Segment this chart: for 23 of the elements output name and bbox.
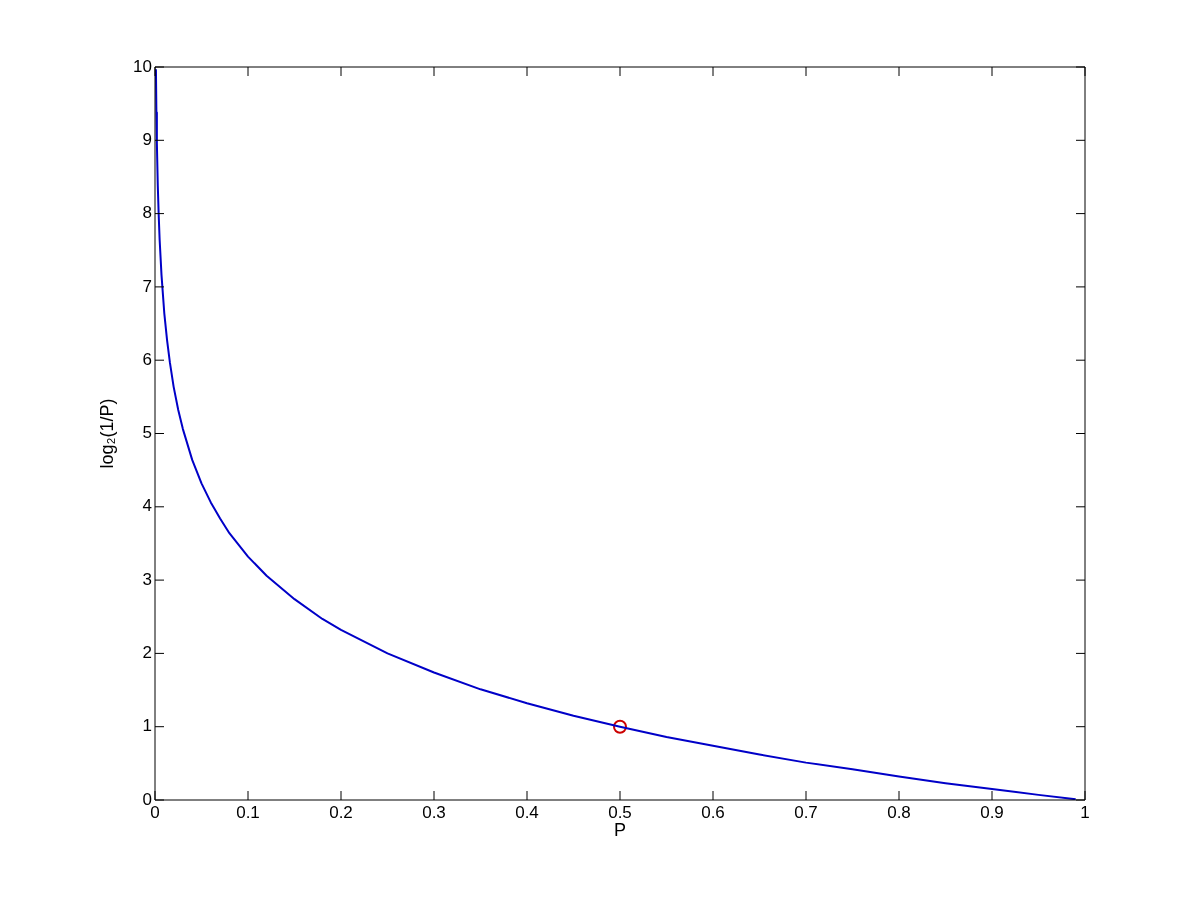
y-tick-label: 2 — [142, 643, 152, 663]
y-tick-label: 1 — [142, 716, 152, 736]
y-tick-label: 4 — [142, 496, 152, 516]
x-tick-label: 0.2 — [329, 802, 353, 822]
y-tick-label: 6 — [142, 349, 152, 369]
y-tick-label: 3 — [142, 569, 152, 589]
y-tick-label: 5 — [142, 423, 152, 443]
x-tick-label: 0.9 — [980, 802, 1004, 822]
x-axis-title: P — [613, 820, 627, 841]
y-tick-label: 9 — [142, 129, 152, 149]
x-tick-label: 0.4 — [515, 802, 539, 822]
x-tick-label: 0.6 — [701, 802, 725, 822]
x-tick-label: 0.7 — [794, 802, 818, 822]
x-tick-label: 0.8 — [887, 802, 911, 822]
y-tick-label: 0 — [142, 789, 152, 809]
y-tick-label: 7 — [142, 276, 152, 296]
x-tick-label: 0.5 — [608, 802, 632, 822]
y-axis-title: log₂(1/P) — [96, 398, 117, 469]
x-tick-label: 0.3 — [422, 802, 446, 822]
x-tick-label: 0.1 — [236, 802, 260, 822]
y-tick-label: 10 — [133, 56, 152, 76]
y-tick-label: 8 — [142, 203, 152, 223]
x-tick-label: 1 — [1080, 802, 1090, 822]
